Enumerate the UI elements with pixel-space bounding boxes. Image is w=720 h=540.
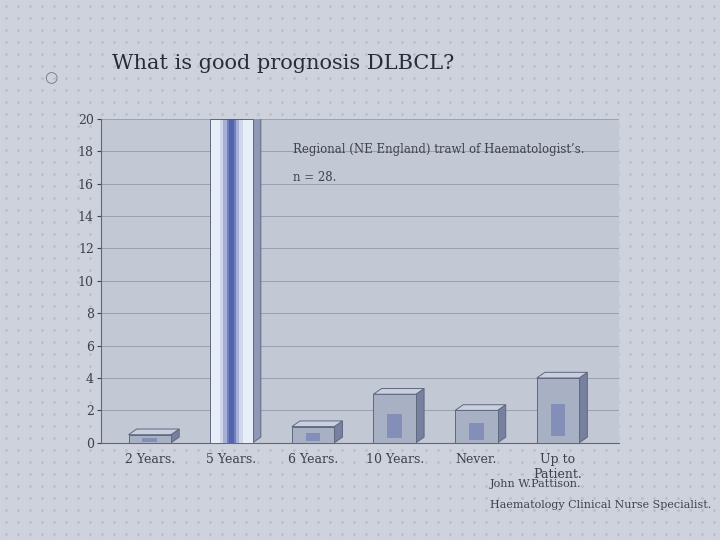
Polygon shape [253,113,261,443]
Polygon shape [292,421,343,427]
Bar [455,410,498,443]
Polygon shape [536,373,588,378]
Bar [292,427,334,443]
Polygon shape [455,405,505,410]
Bar [551,404,565,436]
Polygon shape [498,405,505,443]
Bar [223,119,240,443]
Polygon shape [129,429,179,435]
Bar [129,435,171,443]
Bar [387,414,402,438]
Bar [536,378,579,443]
Bar [229,119,233,443]
Bar [469,423,484,440]
Polygon shape [210,113,261,119]
Polygon shape [579,373,588,443]
Bar [220,119,243,443]
Bar [305,433,320,441]
Text: Haematology Clinical Nurse Specialist.: Haematology Clinical Nurse Specialist. [490,500,711,510]
Polygon shape [171,429,179,443]
Bar [227,119,236,443]
Text: n = 28.: n = 28. [292,171,336,184]
Text: John W.Pattison.: John W.Pattison. [490,478,581,489]
Bar [374,394,416,443]
Text: ○: ○ [44,71,57,85]
Text: What is good prognosis DLBCL?: What is good prognosis DLBCL? [112,54,454,73]
Bar [143,438,157,442]
Polygon shape [334,421,343,443]
Text: Regional (NE England) trawl of Haematologist’s.: Regional (NE England) trawl of Haematolo… [292,143,584,156]
Polygon shape [374,389,424,394]
Polygon shape [416,389,424,443]
Bar [210,119,253,443]
